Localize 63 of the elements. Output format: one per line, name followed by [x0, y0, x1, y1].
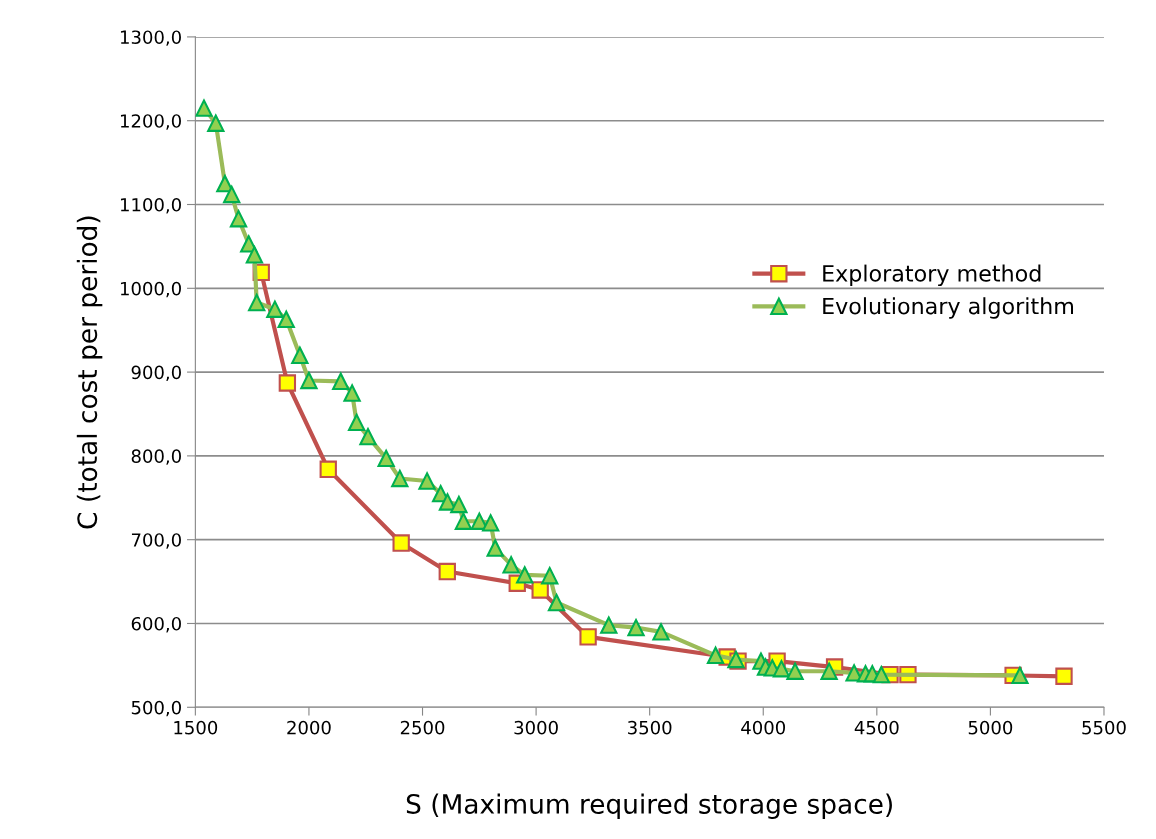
y-tick-label: 1300,0 — [120, 30, 181, 46]
point — [438, 562, 456, 581]
point — [343, 384, 361, 402]
x-tick-label: 5500 — [1082, 720, 1126, 735]
point — [872, 665, 891, 684]
point — [547, 593, 566, 612]
point — [332, 372, 350, 390]
point — [772, 660, 791, 678]
y-tick-label: 1200,0 — [120, 114, 181, 130]
point — [207, 114, 225, 132]
point — [1011, 666, 1029, 685]
y-tick-label: 900,0 — [131, 365, 181, 382]
point — [195, 99, 213, 117]
point — [229, 210, 248, 228]
point — [450, 495, 468, 514]
point — [579, 628, 597, 646]
y-tick-label: 600,0 — [131, 616, 181, 633]
x-tick-label: 2500 — [400, 720, 445, 735]
x-axis-title: S (Maximum required storage space) — [406, 793, 892, 820]
point — [392, 534, 410, 552]
point — [541, 567, 559, 585]
x-tick-label: 3500 — [628, 720, 672, 735]
point — [706, 646, 725, 664]
point — [481, 514, 500, 532]
point — [266, 300, 284, 318]
x-tick-label: 3000 — [514, 720, 558, 735]
point — [454, 512, 473, 530]
point — [486, 539, 504, 557]
y-tick-label: 1100,0 — [120, 197, 181, 214]
point — [531, 581, 549, 599]
point — [278, 374, 297, 392]
point — [820, 662, 838, 680]
point — [600, 616, 618, 634]
y-tick-label: 500,0 — [131, 700, 181, 717]
y-axis-title: C (total cost per period) — [76, 216, 103, 529]
y-tick-label: 800,0 — [131, 449, 181, 465]
point — [347, 413, 366, 432]
point — [291, 346, 309, 365]
point — [248, 293, 266, 312]
point — [627, 618, 645, 637]
point — [391, 469, 409, 488]
point — [516, 566, 534, 584]
x-tick-label: 2000 — [287, 720, 331, 735]
point — [300, 371, 318, 390]
point — [1055, 667, 1073, 685]
point — [418, 472, 436, 490]
x-tick-label: 1500 — [174, 720, 218, 735]
point — [359, 427, 377, 446]
x-tick-label: 4000 — [741, 720, 786, 735]
point — [377, 449, 395, 468]
point — [652, 623, 670, 641]
point — [245, 246, 264, 264]
x-tick-label: 5000 — [968, 720, 1013, 735]
x-tick-label: 4500 — [854, 720, 899, 735]
legend-label: Evolutionary algorithm — [823, 297, 1074, 319]
point — [786, 662, 804, 680]
point — [502, 556, 520, 574]
point — [223, 185, 241, 204]
legend-label: Exploratory method — [823, 264, 1041, 287]
y-tick-label: 1000,0 — [120, 281, 181, 298]
point — [277, 310, 295, 328]
point — [319, 460, 337, 478]
y-tick-label: 700,0 — [131, 533, 181, 549]
